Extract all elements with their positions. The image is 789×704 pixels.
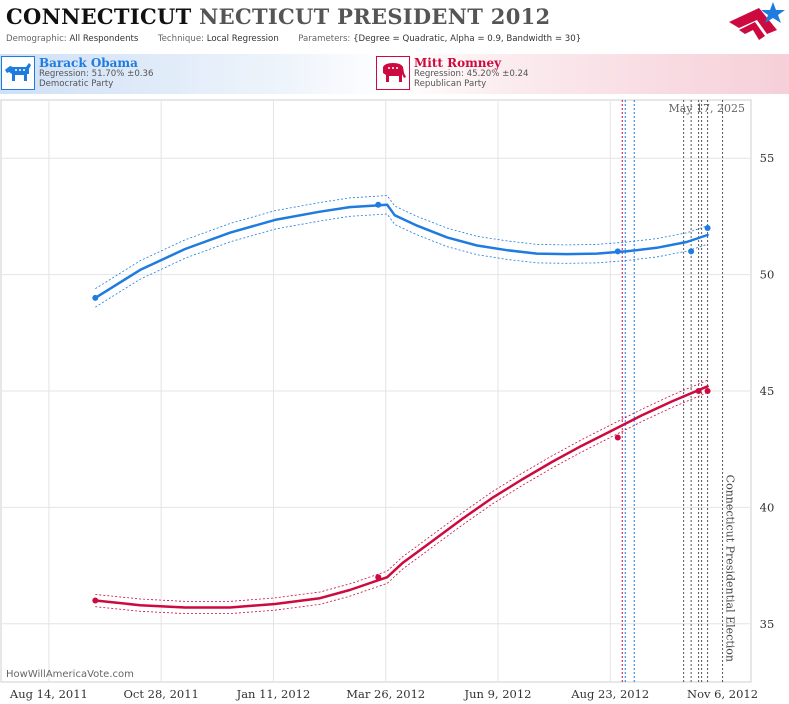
x-tick-label: Mar 26, 2012 <box>346 687 425 701</box>
candidate-regression: Regression: 45.20% ±0.24 <box>414 69 528 79</box>
candidate-party: Republican Party <box>414 79 486 89</box>
title-state: CONNECTICUT <box>6 4 192 29</box>
candidate-party: Democratic Party <box>39 79 113 89</box>
y-tick-label: 35 <box>760 617 775 631</box>
demographic-label: Demographic: <box>6 34 67 44</box>
y-tick-label: 50 <box>760 268 775 282</box>
x-tick-label: Nov 6, 2012 <box>687 687 758 701</box>
poll-point <box>696 388 702 394</box>
poll-point <box>615 248 621 254</box>
parameters-label: Parameters: <box>298 34 350 44</box>
poll-point <box>615 435 621 441</box>
date-stamp: May 17, 2025 <box>668 102 745 115</box>
x-tick-label: Aug 23, 2012 <box>570 687 649 701</box>
poll-point <box>92 598 98 604</box>
demographic-value: All Respondents <box>69 34 138 44</box>
election-annotation: Connecticut Presidential Election <box>724 475 737 662</box>
technique-label: Technique: <box>158 34 204 44</box>
poll-point <box>705 225 711 231</box>
site-credit[interactable]: HowWillAmericaVote.com <box>6 669 134 680</box>
y-tick-label: 55 <box>760 151 775 165</box>
page-title: CONNECTICUT NECTICUT PRESIDENT 2012 <box>6 4 550 29</box>
header: CONNECTICUT NECTICUT PRESIDENT 2012 Demo… <box>0 0 789 50</box>
parameters-value: {Degree = Quadratic, Alpha = 0.9, Bandwi… <box>353 34 581 44</box>
parameters-line: Demographic: All Respondents Technique: … <box>6 34 581 44</box>
poll-point <box>705 388 711 394</box>
poll-point <box>92 295 98 301</box>
poll-point <box>375 202 381 208</box>
x-tick-label: Jan 11, 2012 <box>236 687 311 701</box>
x-tick-label: Jun 9, 2012 <box>464 687 532 701</box>
title-race: NECTICUT PRESIDENT 2012 <box>199 4 550 29</box>
y-tick-label: 40 <box>760 500 775 514</box>
candidate-bar: Barack Obama Regression: 51.70% ±0.36 De… <box>0 54 789 94</box>
candidate-regression: Regression: 51.70% ±0.36 <box>39 69 153 79</box>
donkey-icon <box>1 56 35 90</box>
technique-value: Local Regression <box>207 34 279 44</box>
elephant-icon <box>376 56 410 90</box>
poll-point <box>688 248 694 254</box>
poll-point <box>375 574 381 580</box>
site-logo-icon[interactable] <box>719 0 789 50</box>
regression-chart: Aug 14, 2011 Oct 28, 2011 Jan 11, 2012 Mar … <box>0 97 789 704</box>
y-tick-label: 45 <box>760 384 775 398</box>
x-tick-label: Aug 14, 2011 <box>9 687 88 701</box>
candidate-name: Barack Obama <box>39 56 138 70</box>
candidate-name: Mitt Romney <box>414 56 501 70</box>
x-tick-label: Oct 28, 2011 <box>123 687 198 701</box>
